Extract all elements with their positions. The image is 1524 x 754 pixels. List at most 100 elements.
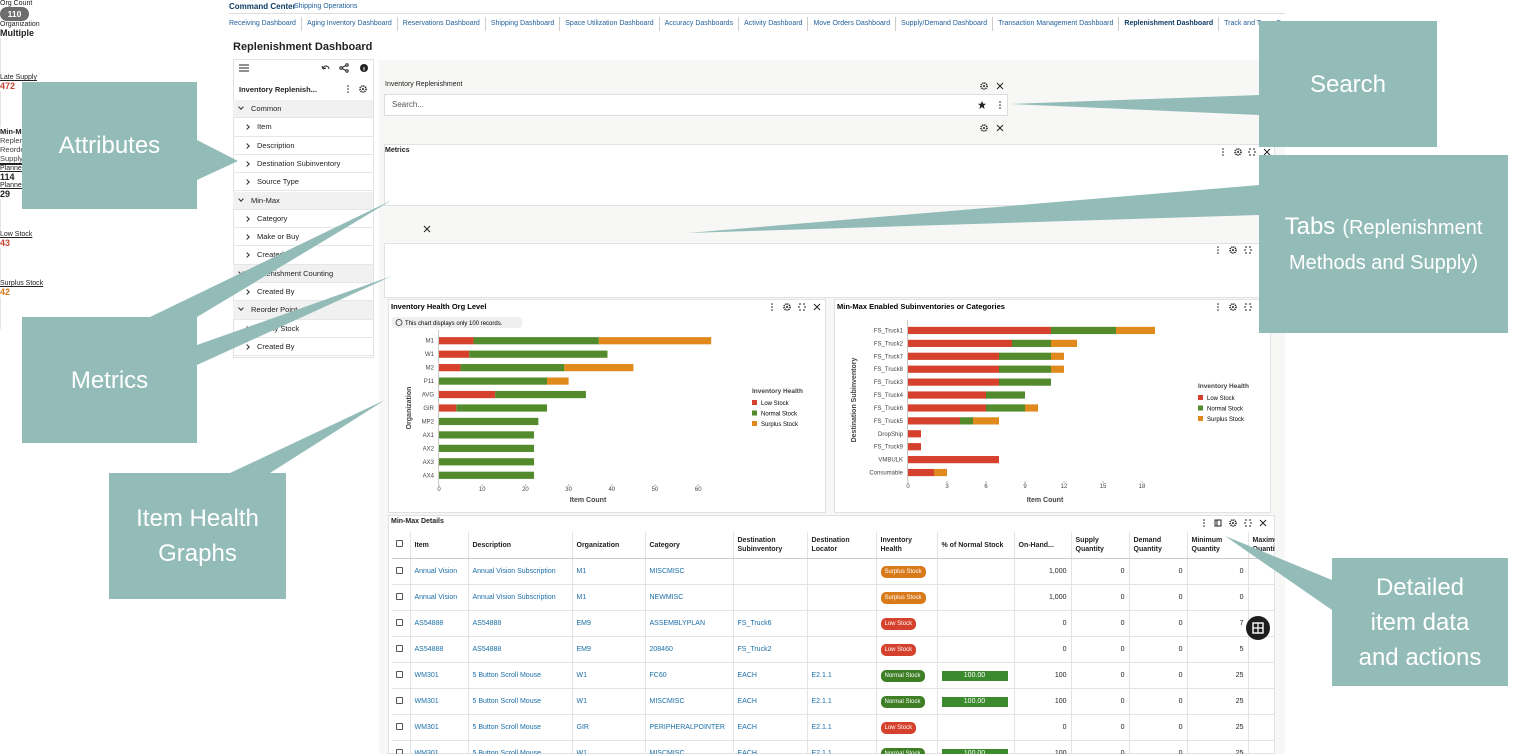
column-header[interactable]: Destination Subinventory — [733, 532, 808, 559]
sidebar-item[interactable]: Created By — [233, 246, 373, 265]
column-header[interactable]: Item — [410, 532, 469, 559]
cell[interactable]: EM9 — [572, 610, 646, 637]
cell[interactable]: W1 — [572, 740, 646, 754]
column-header[interactable]: Organization — [572, 532, 646, 559]
cell[interactable]: W1 — [572, 688, 646, 715]
nav-tab[interactable]: Shipping Operations — [294, 3, 358, 10]
dashboard-link[interactable]: Shipping Dashboard — [484, 17, 559, 31]
dashboard-link[interactable]: Track and Trace Dashboard — [1218, 17, 1285, 31]
cell[interactable]: MISCMISC — [645, 740, 734, 754]
checkbox[interactable] — [396, 593, 403, 600]
cell[interactable]: WM301 — [410, 714, 469, 741]
search-input[interactable] — [384, 94, 1008, 116]
sidebar-item[interactable]: Category — [233, 210, 373, 229]
sidebar-group[interactable]: Min-Max — [233, 191, 373, 210]
checkbox[interactable] — [396, 540, 403, 547]
cell[interactable]: Annual Vision Subscription — [468, 584, 573, 611]
table-row: WM301 5 Button Scroll Mouse W1 MISCMISC EACH… — [392, 740, 1275, 754]
metric-label[interactable]: Low Stock — [0, 231, 33, 238]
sidebar-group[interactable]: Common — [233, 100, 373, 119]
cell[interactable]: 5 Button Scroll Mouse — [468, 662, 573, 689]
column-header[interactable]: Inventory Health — [876, 532, 938, 559]
column-header[interactable]: On-Hand... — [1014, 532, 1072, 559]
dashboard-link[interactable]: Move Orders Dashboard — [807, 17, 895, 31]
dashboard-link[interactable]: Aging Inventory Dashboard — [300, 17, 397, 31]
dashboard-link[interactable]: Accuracy Dashboards — [658, 17, 738, 31]
sidebar-item[interactable]: Created By — [233, 338, 373, 357]
metric-label[interactable]: Late Supply — [0, 74, 37, 81]
cell[interactable]: M1 — [572, 558, 646, 585]
metric-label[interactable]: Surplus Stock — [0, 280, 44, 287]
cell[interactable]: AS54888 — [468, 610, 573, 637]
cell[interactable]: Annual Vision Subscription — [468, 558, 573, 585]
column-header[interactable]: Maximum Quantity — [1248, 532, 1275, 559]
sidebar-item[interactable]: Destination Subinventory — [233, 155, 373, 174]
cell[interactable]: EACH — [733, 662, 808, 689]
tab[interactable]: Min-Max — [0, 127, 30, 136]
sidebar-item[interactable]: Description — [233, 137, 373, 155]
sidebar-item[interactable]: Item — [233, 118, 373, 137]
cell[interactable]: EM9 — [572, 636, 646, 663]
cell[interactable]: Annual Vision — [410, 584, 469, 611]
cell[interactable]: ASSEMBLYPLAN — [645, 610, 734, 637]
column-header[interactable]: Destination Locator — [807, 532, 877, 559]
cell[interactable]: AS54888 — [468, 636, 573, 663]
column-header[interactable]: Description — [468, 532, 573, 559]
column-header[interactable]: Category — [645, 532, 734, 559]
cell[interactable]: WM301 — [410, 662, 469, 689]
tab[interactable]: Supply — [0, 154, 23, 163]
checkbox[interactable] — [396, 619, 403, 626]
cell[interactable]: FC60 — [645, 662, 734, 689]
cell[interactable]: M1 — [572, 584, 646, 611]
nav-tab[interactable]: Command Center — [229, 2, 296, 11]
cell[interactable]: E2.1.1 — [807, 688, 877, 715]
cell[interactable]: EACH — [733, 740, 808, 754]
checkbox[interactable] — [396, 697, 403, 704]
cell[interactable]: E2.1.1 — [807, 662, 877, 689]
checkbox[interactable] — [396, 671, 403, 678]
metric-value: 43 — [0, 238, 11, 248]
column-header[interactable]: Supply Quantity — [1071, 532, 1130, 559]
cell[interactable]: E2.1.1 — [807, 740, 877, 754]
cell[interactable]: PERIPHERALPOINTER — [645, 714, 734, 741]
sidebar-item[interactable]: Source Type — [233, 173, 373, 192]
sidebar-group[interactable]: Reorder Point — [233, 301, 373, 320]
column-header[interactable]: Demand Quantity — [1129, 532, 1188, 559]
sidebar-group[interactable]: Replenishment Counting — [233, 264, 373, 283]
cell[interactable]: 208460 — [645, 636, 734, 663]
cell[interactable]: WM301 — [410, 688, 469, 715]
cell[interactable]: FS_Truck2 — [733, 636, 808, 663]
cell[interactable]: 5 Button Scroll Mouse — [468, 740, 573, 754]
sidebar-item[interactable]: Make or Buy — [233, 228, 373, 247]
dashboard-link[interactable]: Receiving Dashboard — [229, 20, 296, 27]
cell[interactable]: MISCMISC — [645, 688, 734, 715]
dashboard-link[interactable]: Activity Dashboard — [738, 17, 807, 31]
checkbox[interactable] — [396, 567, 403, 574]
dashboard-link[interactable]: Reservations Dashboard — [396, 17, 485, 31]
cell[interactable]: AS54888 — [410, 636, 469, 663]
cell[interactable]: E2.1.1 — [807, 714, 877, 741]
checkbox[interactable] — [396, 749, 403, 754]
dashboard-link[interactable]: Supply/Demand Dashboard — [895, 17, 992, 31]
cell[interactable]: EACH — [733, 688, 808, 715]
cell[interactable]: Annual Vision — [410, 558, 469, 585]
dashboard-link[interactable]: Transaction Management Dashboard — [992, 17, 1118, 31]
dashboard-link[interactable]: Space Utilization Dashboard — [559, 17, 658, 31]
cell[interactable]: 5 Button Scroll Mouse — [468, 688, 573, 715]
column-header[interactable]: % of Normal Stock — [937, 532, 1015, 559]
cell[interactable]: 5 Button Scroll Mouse — [468, 714, 573, 741]
cell[interactable]: EACH — [733, 714, 808, 741]
checkbox[interactable] — [396, 645, 403, 652]
sidebar-item[interactable]: Created By — [233, 283, 373, 302]
cell[interactable]: W1 — [572, 662, 646, 689]
cell[interactable]: WM301 — [410, 740, 469, 754]
cell[interactable]: MISCMISC — [645, 558, 734, 585]
cell[interactable]: FS_Truck6 — [733, 610, 808, 637]
cell[interactable]: AS54888 — [410, 610, 469, 637]
dashboard-link[interactable]: Replenishment Dashboard — [1118, 17, 1218, 31]
cell[interactable]: NEWMISC — [645, 584, 734, 611]
column-header[interactable]: Minimum Quantity — [1187, 532, 1249, 559]
sidebar-item[interactable]: Safety Stock — [233, 320, 373, 338]
cell[interactable]: GIR — [572, 714, 646, 741]
checkbox[interactable] — [396, 723, 403, 730]
